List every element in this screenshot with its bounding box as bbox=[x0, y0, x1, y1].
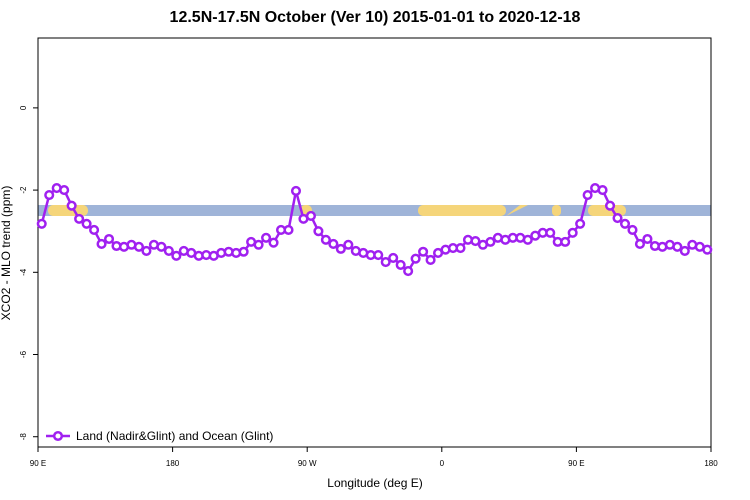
data-point bbox=[575, 218, 586, 229]
data-point bbox=[642, 233, 653, 245]
data-point bbox=[455, 242, 466, 254]
data-point bbox=[81, 218, 92, 229]
data-point bbox=[395, 259, 406, 270]
data-point bbox=[560, 236, 571, 247]
data-point bbox=[171, 250, 182, 261]
data-point bbox=[133, 241, 144, 252]
x-tick-label: 90 E bbox=[30, 459, 46, 468]
chart-title: 12.5N-17.5N October (Ver 10) 2015-01-01 … bbox=[170, 9, 581, 26]
data-point bbox=[418, 246, 429, 257]
data-point bbox=[313, 226, 324, 237]
data-point bbox=[702, 244, 713, 255]
x-tick-label: 180 bbox=[704, 459, 718, 468]
surface-band bbox=[38, 205, 711, 216]
data-point bbox=[74, 213, 85, 224]
x-tick-label: 90 E bbox=[568, 459, 584, 468]
ocean-band bbox=[38, 205, 711, 216]
land-band bbox=[48, 205, 88, 216]
data-point bbox=[305, 210, 316, 222]
data-point bbox=[283, 224, 294, 236]
data-point bbox=[612, 212, 623, 224]
data-point bbox=[619, 218, 631, 229]
data-point bbox=[582, 189, 593, 201]
data-point bbox=[335, 243, 346, 254]
data-point bbox=[634, 238, 646, 249]
x-tick-label: 0 bbox=[440, 459, 445, 468]
data-point bbox=[44, 189, 55, 201]
data-point bbox=[373, 249, 384, 261]
data-point bbox=[328, 238, 339, 249]
data-point bbox=[290, 185, 302, 196]
plot-frame bbox=[37, 37, 712, 448]
data-point bbox=[605, 200, 616, 211]
data-point bbox=[380, 256, 391, 268]
data-point bbox=[403, 266, 414, 277]
data-point bbox=[522, 234, 533, 245]
land-band bbox=[418, 205, 506, 216]
y-axis-label: XCO2 - MLO trend (ppm) bbox=[0, 186, 13, 321]
data-point bbox=[103, 233, 115, 245]
data-point bbox=[253, 239, 264, 250]
legend-label: Land (Nadir&Glint) and Ocean (Glint) bbox=[76, 429, 273, 443]
data-point bbox=[66, 200, 77, 211]
data-point bbox=[163, 245, 174, 256]
data-point bbox=[59, 185, 70, 196]
data-point bbox=[672, 241, 683, 252]
y-tick-label: -4 bbox=[19, 268, 28, 276]
legend-item: Land (Nadir&Glint) and Ocean (Glint) bbox=[46, 429, 273, 443]
y-tick-label: 0 bbox=[19, 105, 28, 110]
data-point bbox=[470, 236, 481, 247]
data-point bbox=[96, 238, 107, 249]
x-axis-label: Longitude (deg E) bbox=[327, 476, 422, 490]
land-band bbox=[552, 205, 561, 216]
data-point bbox=[679, 245, 690, 256]
data-point bbox=[141, 245, 152, 256]
data-point bbox=[268, 237, 279, 248]
data-point bbox=[545, 227, 556, 238]
y-tick-label: -2 bbox=[19, 186, 28, 194]
data-point bbox=[425, 254, 436, 266]
x-tick-label: 90 W bbox=[298, 459, 317, 468]
data-point bbox=[261, 232, 272, 243]
data-point bbox=[597, 185, 608, 196]
data-point bbox=[567, 227, 578, 238]
data-point bbox=[89, 224, 100, 236]
legend-marker bbox=[52, 430, 64, 442]
data-point bbox=[627, 224, 638, 236]
y-tick-label: -8 bbox=[19, 433, 28, 441]
x-tick-label: 180 bbox=[166, 459, 180, 468]
land-band bbox=[506, 205, 528, 216]
data-point bbox=[388, 252, 399, 263]
data-point bbox=[485, 236, 496, 247]
data-point bbox=[238, 246, 249, 257]
data-point bbox=[36, 218, 47, 229]
data-point bbox=[410, 253, 421, 264]
data-point bbox=[343, 239, 354, 250]
y-tick-label: -6 bbox=[19, 350, 28, 358]
data-point bbox=[320, 234, 331, 245]
data-point bbox=[156, 241, 167, 252]
